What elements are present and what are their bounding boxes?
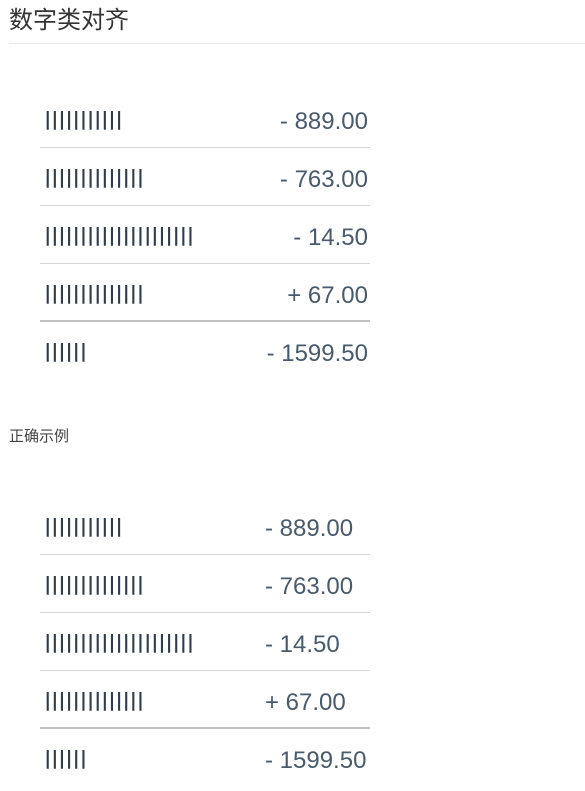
table-row: |||||||||||||| - 763.00 — [40, 555, 370, 613]
table-row: |||||||||||||| + 67.00 — [40, 264, 370, 322]
row-amount: - 889.00 — [265, 515, 354, 542]
row-amount: - 1599.50 — [266, 340, 368, 367]
table-total-row: |||||| - 1599.50 — [40, 729, 370, 787]
table-row: ||||||||||||||||||||| - 14.50 — [40, 206, 370, 264]
row-label: |||||||||||||| — [42, 573, 146, 595]
row-label: |||||| — [42, 340, 89, 362]
table-total-row: |||||| - 1599.50 — [40, 322, 370, 380]
row-amount: - 1599.50 — [265, 747, 367, 774]
table-row: ||||||||||||||||||||| - 14.50 — [40, 613, 370, 671]
row-label: ||||||||||||||||||||| — [42, 224, 196, 246]
row-label: |||||| — [42, 747, 89, 769]
row-amount: - 763.00 — [265, 573, 354, 600]
page-title: 数字类对齐 — [9, 6, 129, 34]
table-row: |||||||||||||| + 67.00 — [40, 671, 370, 729]
row-label: ||||||||||| — [42, 515, 125, 537]
row-amount: + 67.00 — [287, 282, 368, 309]
row-amount: - 14.50 — [265, 631, 340, 658]
title-divider — [9, 43, 585, 44]
table-row: |||||||||||||| - 763.00 — [40, 148, 370, 206]
row-label: |||||||||||||| — [42, 166, 146, 188]
row-label: ||||||||||| — [42, 108, 125, 130]
row-label: ||||||||||||||||||||| — [42, 631, 196, 653]
number-table-right-aligned: ||||||||||| - 889.00 |||||||||||||| - 76… — [40, 90, 370, 380]
row-label: |||||||||||||| — [42, 282, 146, 304]
section-caption: 正确示例 — [9, 427, 70, 445]
table-row: ||||||||||| - 889.00 — [40, 90, 370, 148]
row-amount: - 763.00 — [279, 166, 368, 193]
row-amount: - 14.50 — [293, 224, 368, 251]
number-table-left-aligned: ||||||||||| - 889.00 |||||||||||||| - 76… — [40, 497, 370, 787]
table-row: ||||||||||| - 889.00 — [40, 497, 370, 555]
row-amount: - 889.00 — [279, 108, 368, 135]
row-label: |||||||||||||| — [42, 689, 146, 711]
row-amount: + 67.00 — [265, 689, 346, 716]
